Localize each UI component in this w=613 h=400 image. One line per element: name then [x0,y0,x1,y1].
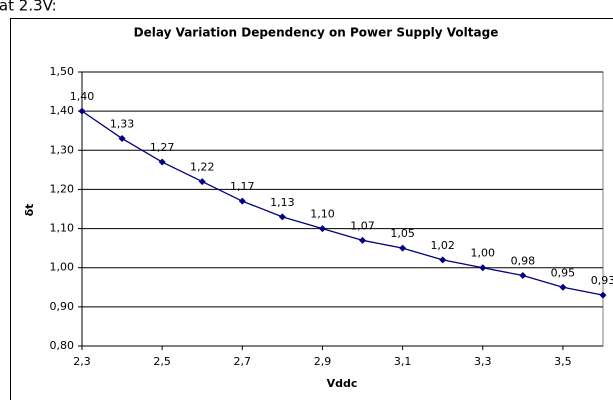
y-tick-label: 1,40 [50,104,75,117]
data-label: 1,33 [110,118,135,131]
data-label: 1,40 [70,90,95,103]
plot-area [81,71,604,347]
x-tick-label: 2,3 [73,355,91,368]
data-label: 1,22 [190,161,215,174]
data-point [359,236,367,244]
x-tick-label: 3,1 [394,355,412,368]
x-tick-label: 2,9 [314,355,332,368]
y-tick-label: 1,10 [50,222,75,235]
data-label: 1,17 [230,180,255,193]
x-axis-label: Vddc [327,377,358,390]
data-point [78,107,86,115]
data-label: 1,05 [390,227,415,240]
x-tick-label: 2,5 [153,355,171,368]
x-tick-label: 3,5 [554,355,572,368]
chart-title: Delay Variation Dependency on Power Supp… [134,26,499,40]
data-point [399,244,407,252]
y-axis-label: δt [23,204,36,217]
x-tick-label: 3,3 [474,355,492,368]
y-tick-label: 1,00 [50,261,75,274]
data-point [198,178,206,186]
data-label: 1,02 [430,239,455,252]
y-tick-label: 1,50 [50,65,75,78]
data-point [479,264,487,272]
data-label: 0,98 [511,255,536,268]
data-label: 0,93 [591,274,613,287]
data-label: 1,10 [310,208,335,221]
data-point [158,158,166,166]
series-line [81,110,604,296]
data-label: 1,27 [150,141,175,154]
data-point [118,135,126,143]
data-label: 1,00 [471,247,496,260]
x-tick-label: 2,7 [234,355,252,368]
data-label: 1,13 [270,196,295,209]
y-tick-label: 1,20 [50,182,75,195]
data-point [278,213,286,221]
data-point [439,256,447,264]
data-point [559,283,567,291]
y-tick-label: 0,90 [50,300,75,313]
data-point [599,291,607,299]
data-label: 1,07 [350,219,375,232]
header-fragment: r at 2.3V: [0,0,57,15]
data-label: 0,95 [551,266,576,279]
y-tick-label: 0,80 [50,339,75,352]
data-point [238,197,246,205]
y-tick-label: 1,30 [50,143,75,156]
data-point [519,272,527,280]
data-point [318,225,326,233]
